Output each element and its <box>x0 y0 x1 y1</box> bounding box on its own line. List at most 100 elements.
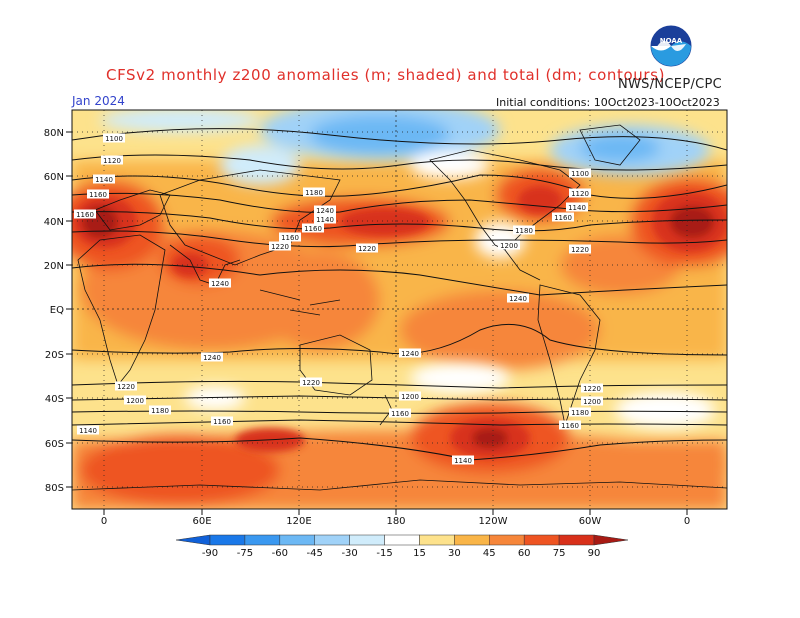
contour-label: 1220 <box>571 246 589 254</box>
lon-label: 0 <box>684 516 690 527</box>
contour-label: 1120 <box>103 157 121 165</box>
contour-label-box <box>569 188 591 198</box>
contour-label-box <box>552 212 574 222</box>
contour-label-box <box>498 240 520 250</box>
contour-label-box <box>303 187 325 197</box>
contour-label: 1140 <box>316 216 334 224</box>
colorbar-swatch <box>523 534 560 546</box>
contour-label: 1240 <box>401 350 419 358</box>
lon-label: 120W <box>479 516 508 527</box>
valid-month: Jan 2024 <box>72 94 125 108</box>
contour-label-box <box>93 174 115 184</box>
organization-label: NWS/NCEP/CPC <box>618 77 723 92</box>
colorbar-label: -60 <box>272 548 288 559</box>
map-title: CFSv2 monthly z200 anomalies (m; shaded)… <box>106 66 666 84</box>
lon-label: 60E <box>192 516 211 527</box>
coastlines <box>72 124 727 491</box>
colorbar-swatch <box>314 534 350 546</box>
contour-label-box <box>201 352 223 362</box>
lat-label: 80N <box>44 128 64 139</box>
contour-label-box <box>314 205 336 215</box>
contour-label: 1220 <box>583 385 601 393</box>
contour-label: 1180 <box>571 409 589 417</box>
contour-label-box <box>566 202 588 212</box>
contour-label-box <box>569 244 591 254</box>
contour-label: 1240 <box>211 280 229 288</box>
colorbar-swatch <box>593 534 629 546</box>
graticule <box>72 110 727 509</box>
contour-label: 1160 <box>391 410 409 418</box>
contour-label: 1140 <box>568 204 586 212</box>
colorbar-swatch <box>175 534 211 546</box>
contour-label: 1200 <box>401 393 419 401</box>
contour-label: 1220 <box>302 379 320 387</box>
contour-label: 1160 <box>554 214 572 222</box>
lat-label: 20N <box>44 261 64 272</box>
lat-label: 20S <box>45 350 64 361</box>
colorbar-label: -45 <box>307 548 323 559</box>
contour-label-box <box>399 391 421 401</box>
contour-label: 1220 <box>358 245 376 253</box>
lat-label: 40S <box>45 394 64 405</box>
contour-label: 1200 <box>500 242 518 250</box>
lon-label: 0 <box>101 516 107 527</box>
contour-label-box <box>87 189 109 199</box>
contour-label: 1220 <box>117 383 135 391</box>
contour-label-box <box>149 405 171 415</box>
colorbar-label: -75 <box>237 548 253 559</box>
contour-label: 1240 <box>509 295 527 303</box>
colorbar-label: 45 <box>483 548 496 559</box>
colorbar-swatch <box>209 534 246 546</box>
contour-label-box <box>279 232 301 242</box>
lon-label: 120E <box>286 516 311 527</box>
contour-labels: 1100112011401160116011801240114011601160… <box>74 133 603 465</box>
colorbar: -90 -75 -60 -45 -30 -15 15 30 45 60 75 90 <box>175 534 629 559</box>
contour-label-box <box>581 383 603 393</box>
contour-label-box <box>211 416 233 426</box>
contour-label: 1180 <box>305 189 323 197</box>
contour-label: 1140 <box>79 427 97 435</box>
lat-label: 60S <box>45 439 64 450</box>
lat-label: 80S <box>45 483 64 494</box>
lat-label: 40N <box>44 217 64 228</box>
contour-label: 1180 <box>515 227 533 235</box>
contour-label: 1160 <box>213 418 231 426</box>
contour-label: 1160 <box>304 225 322 233</box>
contour-label-box <box>507 293 529 303</box>
contour-label-box <box>74 209 96 219</box>
contour-label: 1160 <box>89 191 107 199</box>
contour-label: 1140 <box>454 457 472 465</box>
colorbar-label: 60 <box>518 548 531 559</box>
contour-label-box <box>77 425 99 435</box>
anomaly-shading: 1100112011401160116011801240114011601160… <box>72 110 727 509</box>
contour-label-box <box>513 225 535 235</box>
contour-label-box <box>101 155 123 165</box>
contour-label: 1120 <box>571 190 589 198</box>
colorbar-swatch <box>349 534 385 546</box>
colorbar-swatch <box>419 534 455 546</box>
noaa-logo: NOAA <box>650 25 692 67</box>
contour-label: 1200 <box>126 397 144 405</box>
contour-label-box <box>452 455 474 465</box>
colorbar-label: 90 <box>588 548 601 559</box>
axis-ticks <box>66 131 688 515</box>
contour-label-box <box>569 168 591 178</box>
colorbar-label: -30 <box>341 548 357 559</box>
lon-label: 60W <box>579 516 602 527</box>
contour-label-box <box>302 223 324 233</box>
latitude-labels: 80N 60N 40N 20N EQ 20S 40S 60S 80S <box>44 128 64 494</box>
colorbar-label: -90 <box>202 548 218 559</box>
contour-label: 1100 <box>105 135 123 143</box>
contour-label: 1160 <box>561 422 579 430</box>
contour-label-box <box>209 278 231 288</box>
contour-label-box <box>314 214 336 224</box>
contour-label-box <box>103 133 125 143</box>
longitude-labels: 0 60E 120E 180 120W 60W 0 <box>101 516 690 527</box>
noaa-logo-text: NOAA <box>660 37 683 45</box>
contour-label: 1240 <box>203 354 221 362</box>
colorbar-swatch <box>384 534 420 546</box>
contour-label-box <box>389 408 411 418</box>
colorbar-label: -15 <box>376 548 392 559</box>
contour-label-box <box>300 377 322 387</box>
